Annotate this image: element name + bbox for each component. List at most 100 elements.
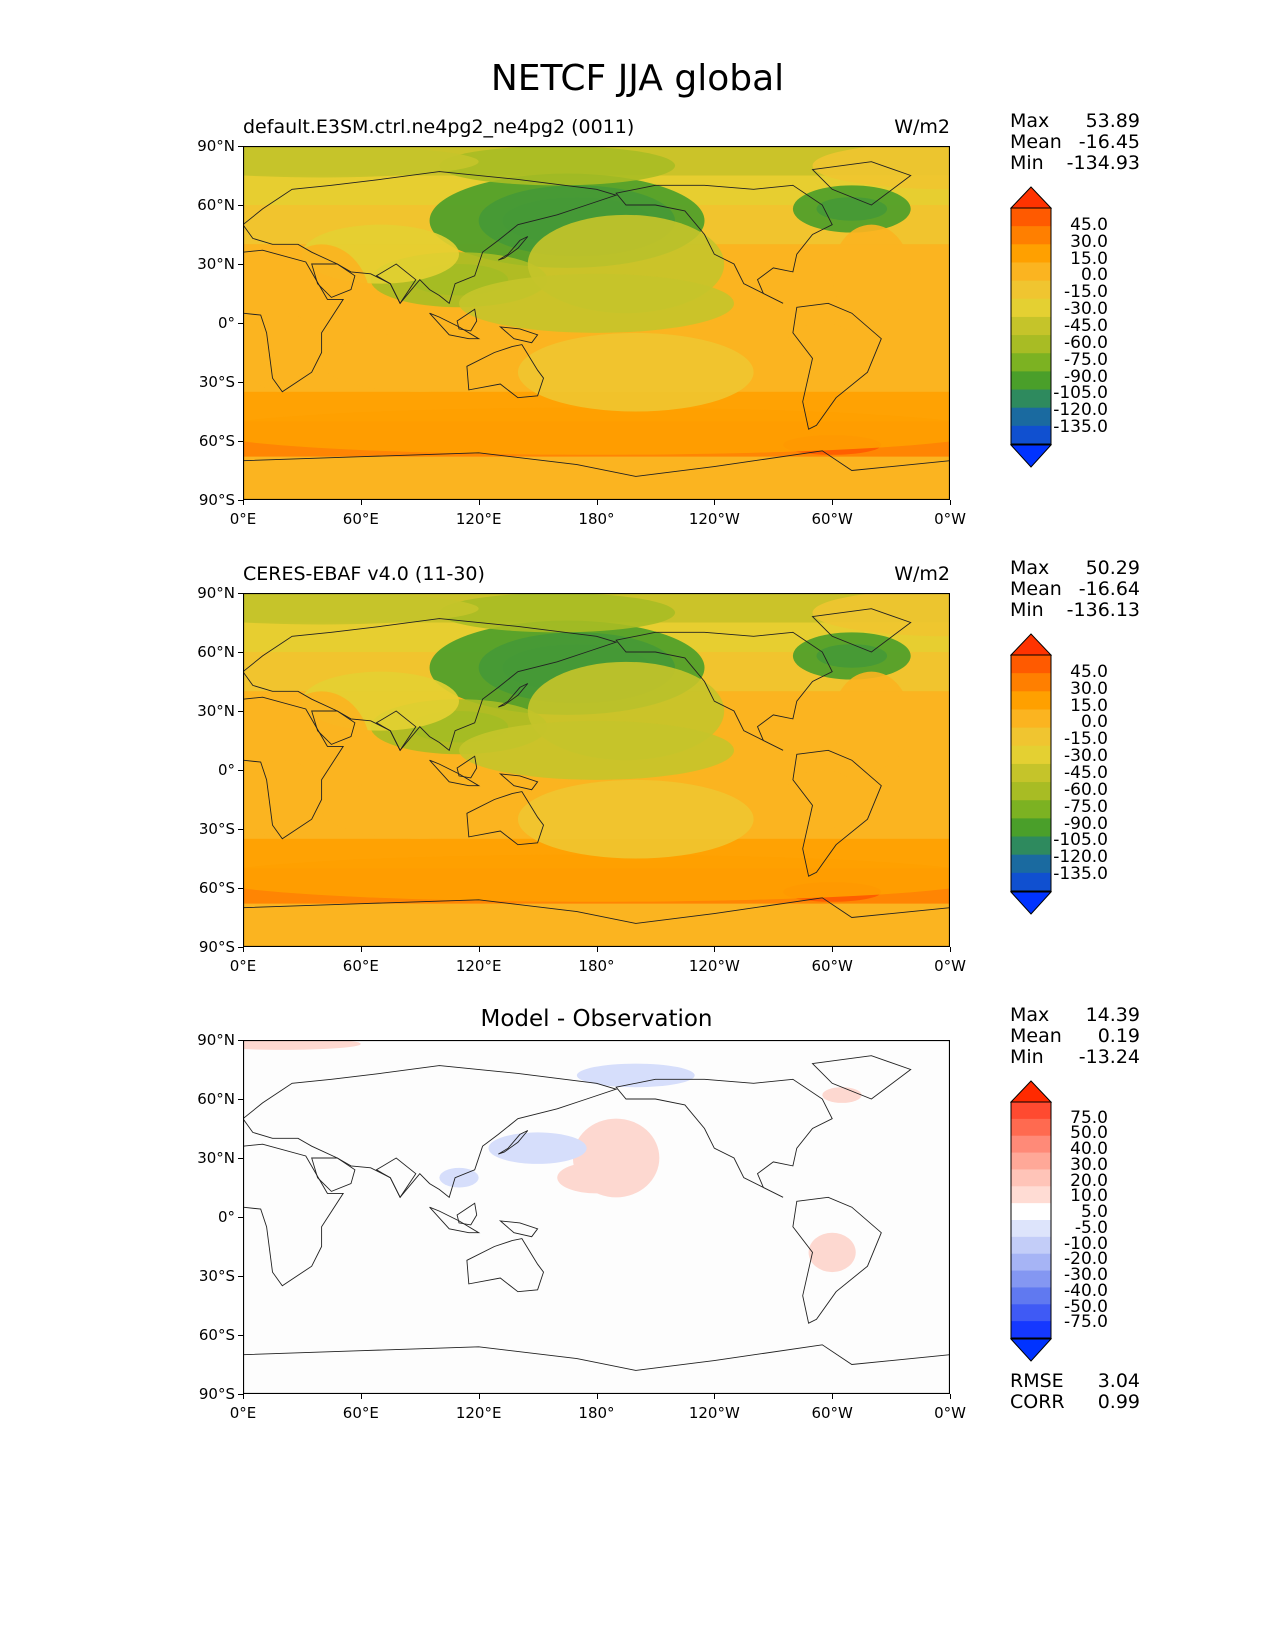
lon-tick-mark xyxy=(360,1394,362,1399)
colorbar-segment xyxy=(1011,1236,1051,1255)
stat-name: Mean xyxy=(1010,578,1062,600)
coastline xyxy=(498,1130,529,1155)
field-contour xyxy=(243,313,322,392)
stat-value: -16.64 xyxy=(1078,578,1140,600)
field-contour xyxy=(783,323,862,382)
diff-contour xyxy=(576,1063,695,1088)
colorbar-segment xyxy=(1011,836,1051,856)
lat-tick-mark xyxy=(238,1276,243,1277)
colorbar-label: -5.0 xyxy=(1074,1217,1108,1238)
colorbar-extend-min xyxy=(1010,891,1052,915)
map-frame xyxy=(243,1040,950,1394)
colorbar-label: -40.0 xyxy=(1064,1280,1108,1301)
coastline xyxy=(375,710,417,752)
stat-row: Mean -16.45 xyxy=(1010,131,1140,153)
lon-tick-label: 120°E xyxy=(455,1404,502,1422)
colorbar-label: 30.0 xyxy=(1070,1154,1108,1175)
field-contour xyxy=(459,720,734,780)
lat-tick-label: 60°N xyxy=(197,196,235,214)
field-contour xyxy=(517,779,754,859)
lon-tick-label: 180° xyxy=(578,510,615,528)
colorbar-segment xyxy=(1011,298,1051,318)
field-contour xyxy=(321,332,518,392)
coastline xyxy=(498,1220,539,1238)
lon-tick-mark xyxy=(243,947,244,952)
panel-left-title: CERES-EBAF v4.0 (11-30) xyxy=(243,563,485,585)
lat-tick-mark xyxy=(238,1335,243,1336)
lat-tick-label: 90°N xyxy=(197,137,235,155)
colorbar-segment xyxy=(1011,244,1051,263)
colorbar-label: -30.0 xyxy=(1064,746,1108,767)
error-stat-name: RMSE xyxy=(1010,1370,1064,1392)
lat-tick-label: 60°S xyxy=(198,432,235,450)
lat-tick-mark xyxy=(238,1217,243,1218)
colorbar-label: -75.0 xyxy=(1064,349,1108,370)
field-contour xyxy=(439,593,676,633)
coastline xyxy=(311,710,356,745)
colorbar-segment xyxy=(1011,1102,1051,1120)
map-plot xyxy=(243,1040,950,1394)
error-stat-name: CORR xyxy=(1010,1391,1065,1413)
lat-tick-mark xyxy=(238,146,243,147)
colorbar xyxy=(1010,186,1052,468)
stat-value: 0.19 xyxy=(1097,1025,1140,1047)
coastline xyxy=(498,236,529,261)
coastline xyxy=(311,263,356,298)
coastline xyxy=(615,1078,833,1198)
colorbar-label: -10.0 xyxy=(1064,1233,1108,1254)
field-contour xyxy=(792,632,911,680)
field-contour xyxy=(792,185,911,233)
field-contour xyxy=(832,671,911,770)
colorbar-label: 30.0 xyxy=(1070,678,1108,699)
lon-tick-label: 120°W xyxy=(688,1404,740,1422)
colorbar-segment xyxy=(1011,1321,1051,1339)
colorbar-label: 0.0 xyxy=(1080,712,1108,733)
stat-name: Max xyxy=(1010,1004,1050,1026)
coastline xyxy=(311,1157,356,1192)
error-stat-value: 3.04 xyxy=(1097,1370,1140,1392)
stat-value: 50.29 xyxy=(1085,557,1140,579)
lon-tick-label: 120°E xyxy=(455,957,502,975)
error-stat-row: RMSE 3.04 xyxy=(1010,1370,1140,1392)
colorbar-label: -90.0 xyxy=(1064,366,1108,387)
coastline xyxy=(466,344,545,399)
lat-tick-mark xyxy=(238,770,243,771)
colorbar-outline xyxy=(1010,654,1052,892)
colorbar-label: -50.0 xyxy=(1064,1296,1108,1317)
stat-value: 53.89 xyxy=(1085,110,1140,132)
lon-tick-mark xyxy=(832,947,834,952)
field-contour xyxy=(243,146,479,178)
lat-tick-label: 60°N xyxy=(197,1090,235,1108)
colorbar-label: 75.0 xyxy=(1070,1107,1108,1128)
colorbar-segment xyxy=(1011,371,1051,391)
colorbar-segment xyxy=(1011,800,1051,819)
field-contour xyxy=(812,146,950,190)
colorbar-outline xyxy=(1010,207,1052,445)
lat-tick-label: 90°N xyxy=(197,1031,235,1049)
colorbar-extend-min xyxy=(1010,444,1052,468)
map-plot xyxy=(243,146,950,500)
field-contour xyxy=(783,770,862,829)
colorbar-segment xyxy=(1011,691,1051,710)
field-contour xyxy=(517,332,754,412)
stat-row: Max 53.89 xyxy=(1010,110,1140,132)
diff-contour xyxy=(488,1132,587,1164)
lon-tick-label: 60°E xyxy=(342,510,379,528)
lat-tick-mark xyxy=(238,652,243,653)
colorbar-label: -120.0 xyxy=(1053,400,1108,421)
lat-tick-label: 0° xyxy=(217,1208,235,1226)
diff-contour xyxy=(822,1087,862,1103)
colorbar-segment xyxy=(1011,872,1051,892)
lat-tick-mark xyxy=(238,1394,243,1395)
field-contour xyxy=(812,593,950,637)
coastline xyxy=(498,683,529,708)
coastline xyxy=(243,897,950,947)
colorbar-segment xyxy=(1011,425,1051,445)
lat-tick-label: 0° xyxy=(217,314,235,332)
stat-row: Max 50.29 xyxy=(1010,557,1140,579)
colorbar-segment xyxy=(1011,673,1051,692)
field-contour xyxy=(243,407,950,455)
stat-value: -136.13 xyxy=(1066,599,1140,621)
lat-tick-mark xyxy=(238,382,243,383)
lat-tick-label: 60°N xyxy=(197,643,235,661)
